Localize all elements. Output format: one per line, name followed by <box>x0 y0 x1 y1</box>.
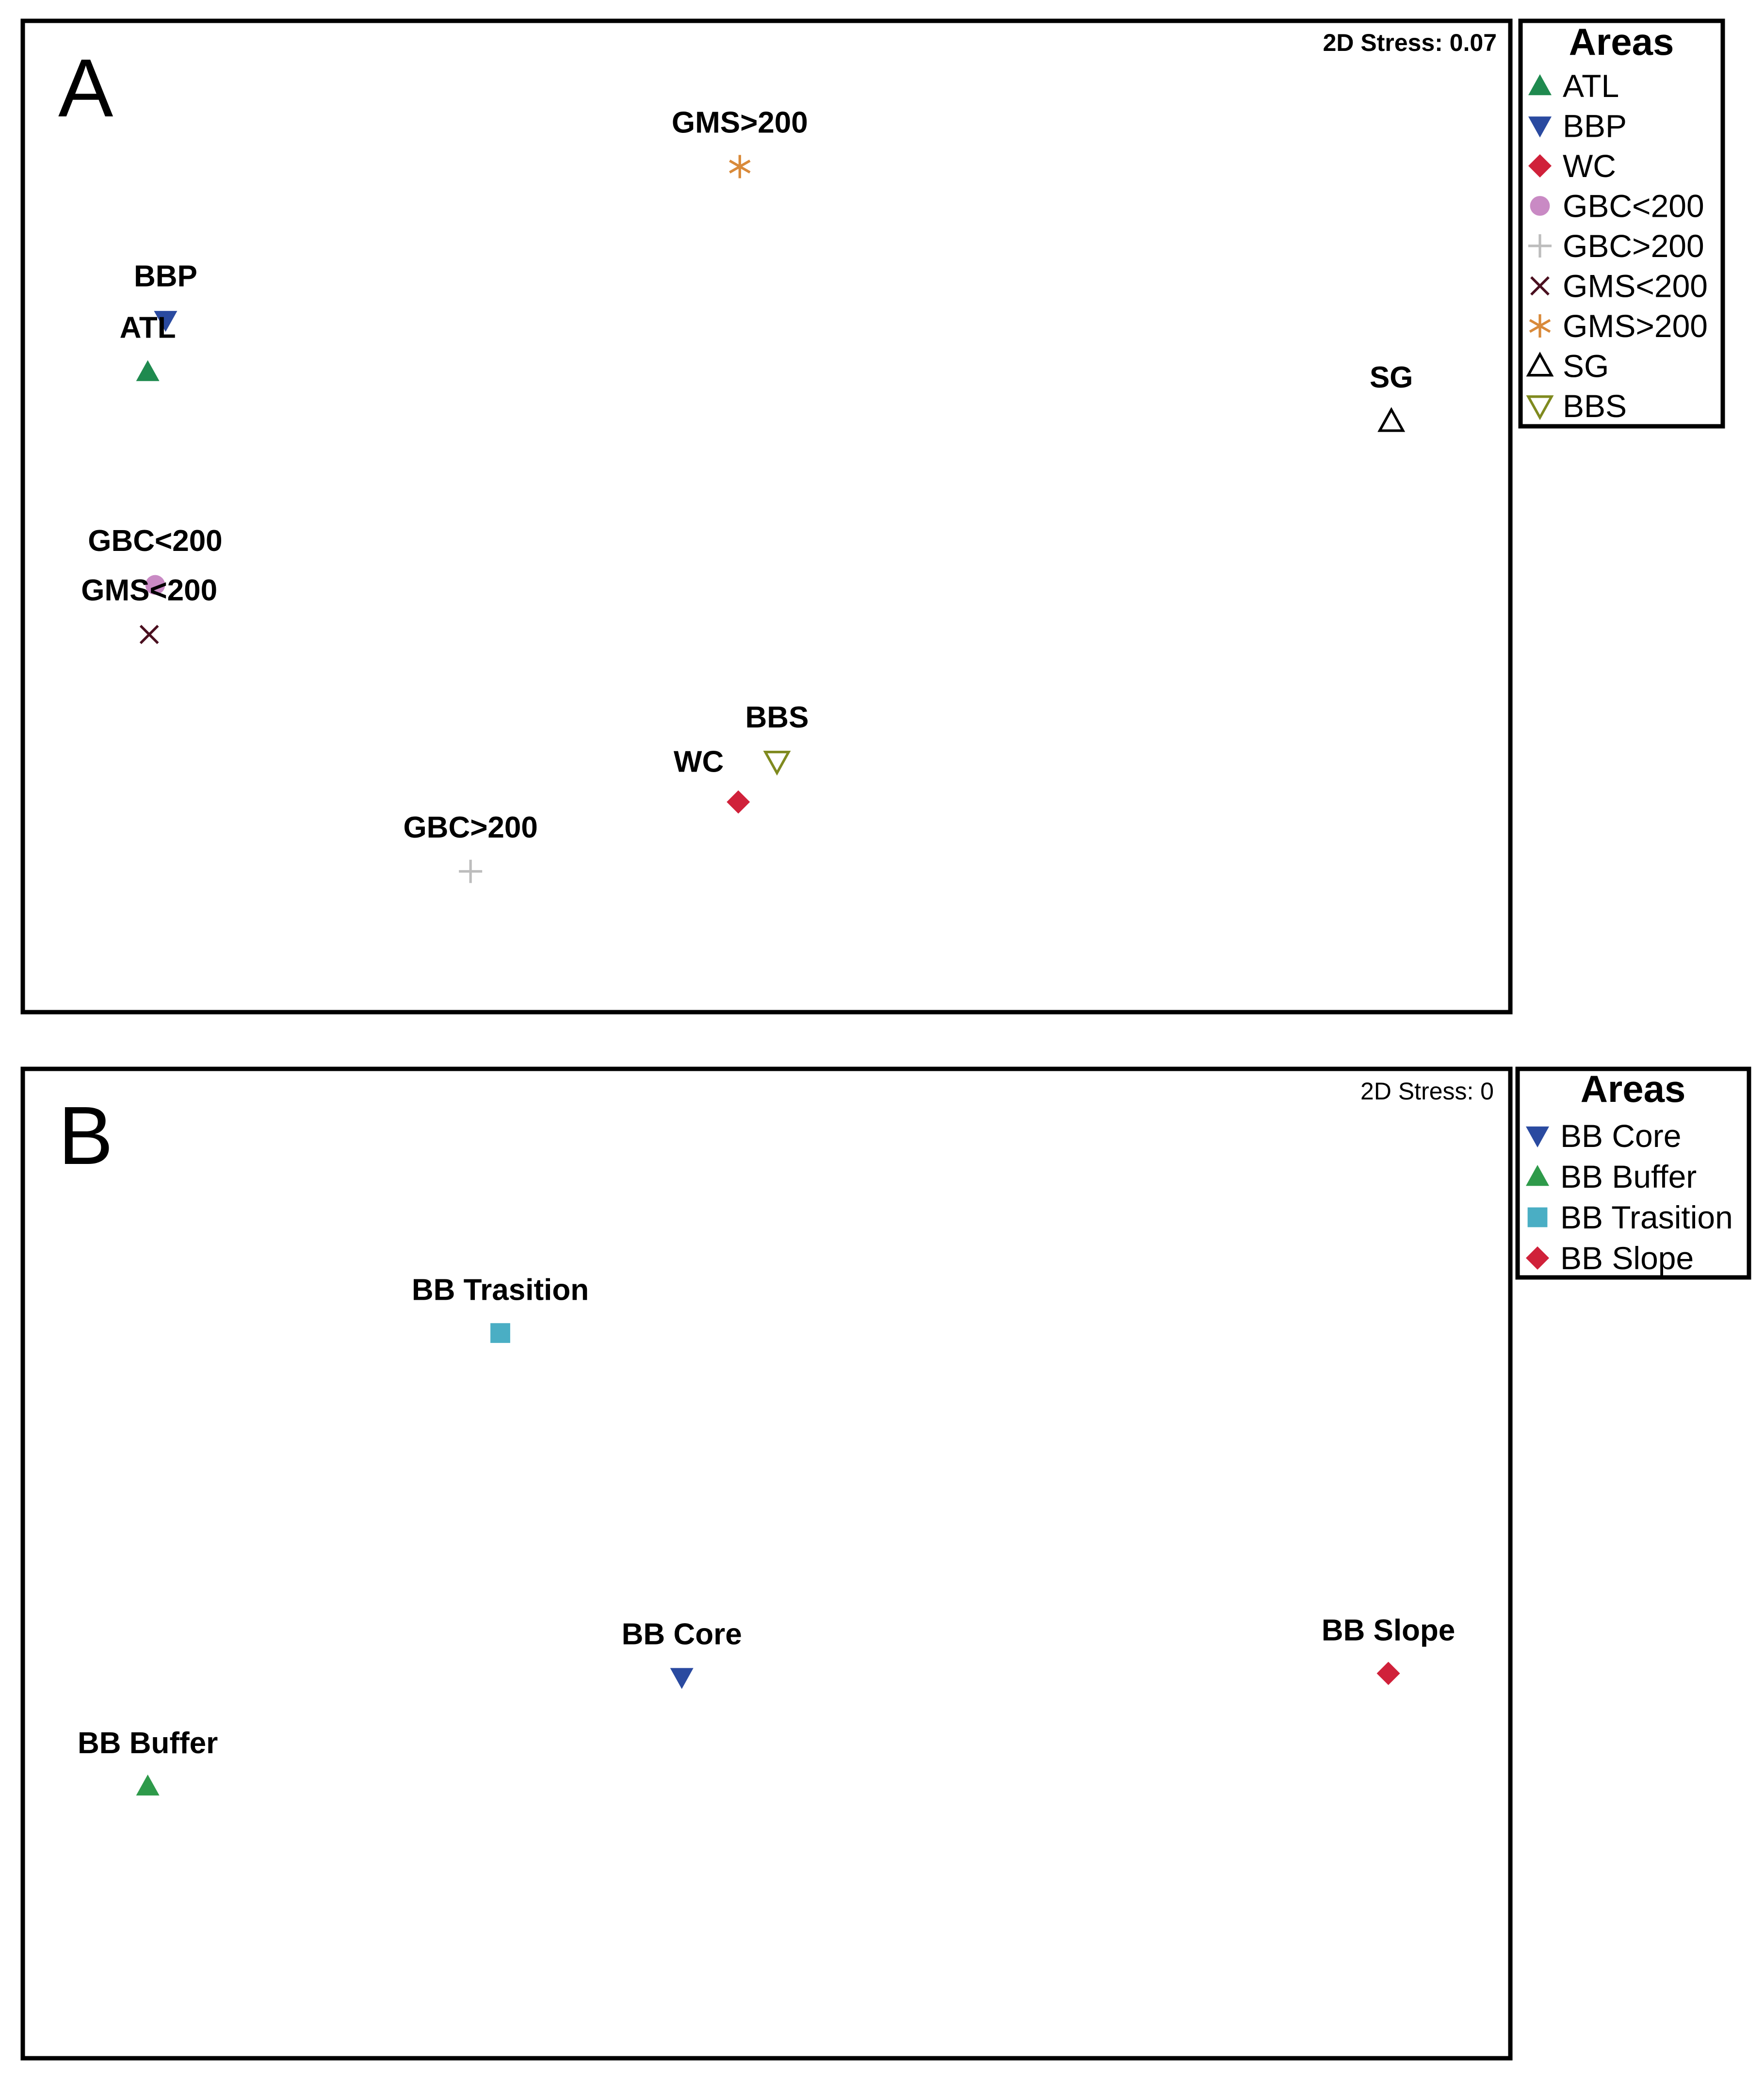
nmds-plot-a: A 2D Stress: 0.07 GMS>200 BBP ATL SG GBC<200… <box>20 18 1725 1015</box>
legend-gbc-200-marker <box>1530 196 1550 216</box>
legend-atl-marker <box>1528 74 1552 96</box>
legend-sg-label: SG <box>1563 348 1609 384</box>
bbp-point-marker <box>154 311 178 332</box>
gms-200-point-label: GMS>200 <box>672 106 808 139</box>
legend-title-a: Areas <box>1569 20 1674 63</box>
points-group-a: GMS>200 BBP ATL SG GBC<200 GMS<200 BBS WC GBC>20… <box>81 106 1413 883</box>
legend-atl-label: ATL <box>1563 68 1619 104</box>
gbc-200-point-label: GBC<200 <box>88 524 222 558</box>
gms-200-point-marker <box>139 625 159 645</box>
legend-gms-200-marker <box>1530 276 1550 296</box>
atl-point-label: ATL <box>120 311 176 345</box>
legend-box-a <box>1518 18 1725 429</box>
legend-bb-core-label: BB Core <box>1560 1118 1681 1154</box>
panel-letter-b: B <box>58 1090 113 1182</box>
bb-trasition-point-label: BB Trasition <box>412 1274 589 1307</box>
bb-core-point-marker <box>670 1668 694 1689</box>
legend-entries-a: ATL BBP WC GBC<200 GBC>200 GMS<200 GMS>200 SG BB… <box>1526 68 1708 424</box>
sg-point-marker <box>1377 407 1406 432</box>
legend-entries-b: BB Core BB Buffer BB Trasition BB Slope <box>1526 1118 1733 1276</box>
bb-buffer-point-label: BB Buffer <box>78 1727 218 1760</box>
gbc-200-point-marker <box>459 859 483 883</box>
legend-wc-marker <box>1528 154 1552 178</box>
legend-box-b <box>1515 1066 1751 1280</box>
legend-bb-trasition-label: BB Trasition <box>1560 1199 1733 1235</box>
legend-gms-200-label: GMS>200 <box>1563 308 1708 344</box>
legend-bb-slope-label: BB Slope <box>1560 1240 1694 1276</box>
legend-wc-label: WC <box>1563 148 1616 184</box>
panel-a: A 2D Stress: 0.07 GMS>200 BBP ATL SG GBC<200… <box>0 0 1764 1033</box>
legend-bb-core-marker <box>1526 1126 1549 1147</box>
stress-label-a: 2D Stress: 0.07 <box>1323 29 1497 56</box>
wc-point-marker <box>727 790 750 814</box>
bb-core-point-label: BB Core <box>622 1618 742 1651</box>
bb-slope-point-label: BB Slope <box>1322 1614 1456 1647</box>
legend-gms-200-marker <box>1529 314 1551 338</box>
gbc-200-point-marker <box>145 575 165 595</box>
panel-b: B 2D Stress: 0 BB Trasition BB Core BB Slo… <box>0 1048 1764 2082</box>
gbc-200-point-label: GBC>200 <box>403 811 537 844</box>
legend-gms-200-label: GMS<200 <box>1563 268 1708 304</box>
legend-bb-slope-marker <box>1526 1246 1549 1270</box>
legend-bbp-marker <box>1528 116 1552 138</box>
atl-point-marker <box>136 360 160 381</box>
plot-frame-a <box>20 18 1513 1015</box>
legend-title-b: Areas <box>1581 1067 1686 1110</box>
legend-gbc-200-marker <box>1528 234 1552 258</box>
plot-frame-b <box>20 1066 1513 2061</box>
legend-bbp-label: BBP <box>1563 108 1627 144</box>
legend-bbs-marker <box>1526 395 1554 420</box>
legend-gbc-200-label: GBC<200 <box>1563 188 1704 224</box>
sg-point-label: SG <box>1370 361 1413 394</box>
gms-200-point-label: GMS<200 <box>81 574 217 607</box>
nmds-plot-b: B 2D Stress: 0 BB Trasition BB Core BB Slo… <box>20 1066 1751 2061</box>
bbs-point-label: BBS <box>745 701 809 734</box>
legend-gbc-200-label: GBC>200 <box>1563 228 1704 264</box>
bbp-point-label: BBP <box>134 259 197 293</box>
bb-trasition-point-marker <box>490 1323 510 1343</box>
gms-200-point-marker <box>729 155 751 178</box>
bbs-point-marker <box>763 751 791 776</box>
legend-bbs-label: BBS <box>1563 388 1627 424</box>
legend-bb-buffer-marker <box>1526 1165 1549 1186</box>
legend-bb-buffer-label: BB Buffer <box>1560 1159 1697 1194</box>
legend-sg-marker <box>1526 352 1554 377</box>
points-group-b: BB Trasition BB Core BB Slope BB Buffer <box>78 1274 1455 1796</box>
bb-buffer-point-marker <box>136 1775 160 1796</box>
stress-label-b: 2D Stress: 0 <box>1360 1078 1494 1105</box>
wc-point-label: WC <box>674 745 724 779</box>
legend-bb-trasition-marker <box>1527 1207 1548 1227</box>
bb-slope-point-marker <box>1376 1662 1400 1685</box>
panel-letter-a: A <box>58 42 113 134</box>
